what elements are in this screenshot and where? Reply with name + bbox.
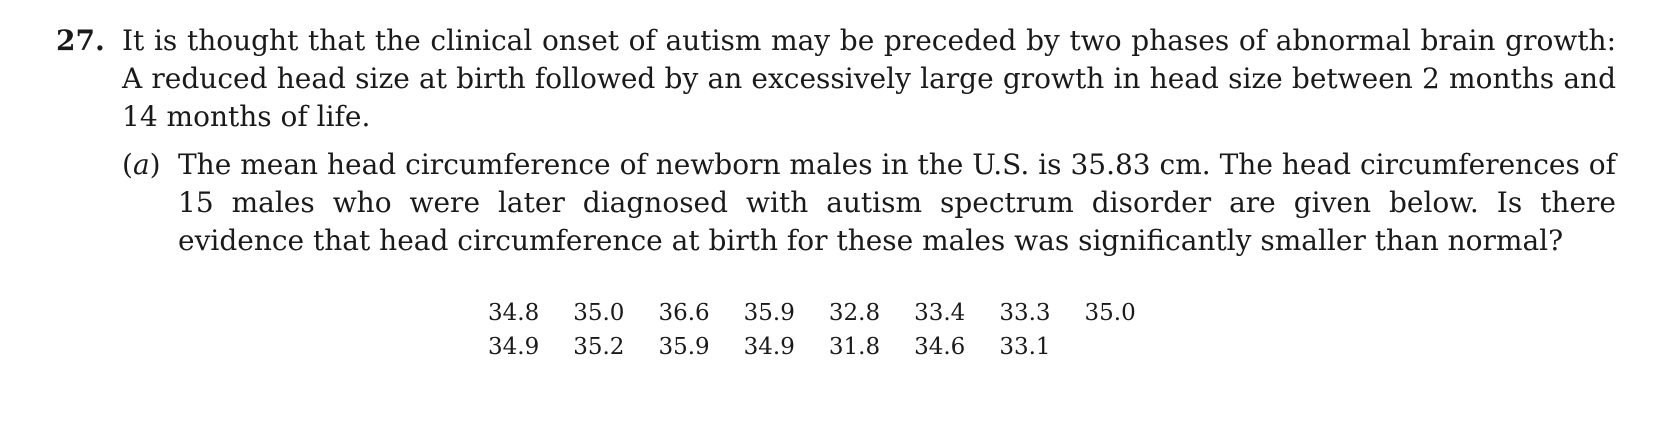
data-row-1: 34.8 35.0 36.6 35.9 32.8 33.4 33.3 35.0: [488, 296, 1153, 330]
data-cell: 36.6: [658, 300, 710, 326]
data-cell: 33.3: [999, 300, 1051, 326]
data-cell: 32.8: [828, 300, 881, 326]
data-cell: 34.9: [488, 334, 540, 360]
data-row-2: 34.9 35.2 35.9 34.9 31.8 34.6 33.1: [488, 330, 1153, 364]
data-cell: 35.9: [658, 334, 710, 360]
problem-text: It is thought that the clinical onset of…: [122, 24, 1616, 133]
data-cell: 35.0: [1084, 300, 1136, 326]
part-a-text: The mean head circumference of newborn m…: [178, 148, 1616, 257]
data-cell: 31.8: [828, 334, 881, 360]
data-cell: 33.4: [914, 300, 966, 326]
part-a-label-letter: a: [132, 148, 150, 181]
data-cell: 34.6: [914, 334, 966, 360]
data-cell: 35.0: [573, 300, 625, 326]
part-a-label-close: ): [149, 148, 161, 181]
data-cell: 34.8: [488, 300, 540, 326]
data-cell: 34.9: [743, 334, 795, 360]
problem-number: 27.: [56, 24, 105, 57]
problem-27: 27. It is thought that the clinical onse…: [56, 22, 1616, 260]
part-a-label: (a): [122, 146, 161, 184]
part-a: (a) The mean head circumference of newbo…: [122, 146, 1616, 260]
data-cell: 35.9: [743, 300, 795, 326]
part-a-label-open: (: [122, 148, 133, 181]
data-cell-empty: [1068, 330, 1153, 364]
head-circumference-data-table: 34.8 35.0 36.6 35.9 32.8 33.4 33.3 35.0 …: [488, 296, 1153, 364]
data-cell: 33.1: [999, 334, 1051, 360]
data-cell: 35.2: [573, 334, 625, 360]
